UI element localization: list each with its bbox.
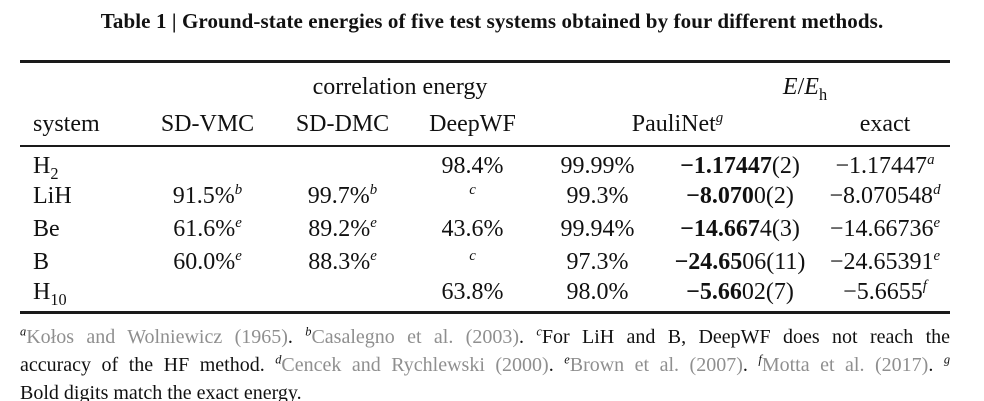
exact-cell: −8.070548d [829,182,941,209]
sd-dmc-cell [275,279,410,313]
table-footnotes: aKołos and Wolniewicz (1965). bCasalegno… [20,323,950,401]
table-caption: Table 1 | Ground-state energies of five … [0,0,984,34]
footnote-line: accuracy of the HF method. dCencek and R… [20,352,951,376]
footnote-marker-e: e [564,352,570,367]
footnote-marker-a: a [20,324,27,339]
table-row: LiH 91.5%b 99.7%b c 99.3% −8.0700(2) −8.… [20,180,950,213]
results-table: correlation energy E/Eh system SD-VMC SD… [20,60,951,314]
deepwf-cell: 63.8% [441,279,504,305]
system-cell: B [33,249,50,275]
system-cell: LiH [33,183,72,209]
table-row: Be 61.6%e 89.2%e 43.6% 99.94% −14.6674(3… [20,213,950,246]
deepwf-cell: 98.4% [441,153,504,179]
group-header-spacer [20,62,140,103]
citation-link[interactable]: Casalegno et al. (2003) [311,326,519,348]
column-header-row: system SD-VMC SD-DMC DeepWF PauliNetg ex… [20,102,950,146]
exact-cell: −5.6655f [843,278,927,305]
col-header-system: system [33,111,100,137]
group-header-e-over-eh: E/Eh [660,62,950,104]
sd-vmc-cell: 91.5%b [172,182,243,209]
col-header-sd-dmc: SD-DMC [295,111,390,137]
paulinet-pct-cell: 98.0% [566,279,629,305]
footnote-text: Bold digits match the exact energy. [20,382,302,401]
paulinet-energy-cell: −5.6602(7) [686,279,794,305]
system-cell: H10 [33,279,67,309]
system-cell: H2 [33,153,59,183]
footnote-text: For LiH and B, DeepWF does not reach the [541,326,951,348]
footnote-marker-g: g [943,352,951,367]
deepwf-cell: 43.6% [441,216,504,242]
table-row: H2 98.4% 99.99% −1.17447(2) −1.17447a [20,146,950,183]
paulinet-label: PauliNet [631,111,716,137]
exact-cell: −14.66736e [829,215,941,242]
group-header-correlation-energy: correlation energy [140,62,660,103]
sd-vmc-cell: 61.6%e [173,215,242,242]
sd-vmc-cell [140,279,275,313]
system-cell: Be [33,216,60,242]
footnote-text: accuracy of the HF method. [20,354,276,376]
sd-dmc-cell: 88.3%e [308,248,377,275]
sd-dmc-cell: 89.2%e [308,215,377,242]
sd-dmc-cell [275,146,410,180]
footnote-line: Bold digits match the exact energy. [20,379,950,401]
col-header-paulinet: PauliNetg [535,102,820,146]
deepwf-cell: c [469,248,476,264]
exact-cell: −24.65391e [829,248,941,275]
paulinet-pct-cell: 99.94% [560,216,635,242]
exact-cell: −1.17447a [835,152,935,179]
footnote-marker-b: b [305,324,312,339]
citation-link[interactable]: Motta et al. (2017) [761,354,929,376]
footnote-line: aKołos and Wolniewicz (1965). bCasalegno… [20,324,951,348]
e-symbol: E [804,74,819,100]
col-header-sd-vmc: SD-VMC [160,111,255,137]
col-header-deepwf: DeepWF [429,111,516,137]
citation-link[interactable]: Brown et al. (2007) [569,354,743,376]
footnote-marker-d: d [275,352,282,367]
hartree-subscript: h [818,84,828,104]
table-container: correlation energy E/Eh system SD-VMC SD… [20,60,951,314]
footnote-marker-c: c [536,324,542,339]
deepwf-cell: c [469,182,476,198]
paulinet-pct-cell: 99.99% [560,153,635,179]
paulinet-energy-cell: −1.17447(2) [680,153,800,179]
sd-vmc-cell [140,146,275,180]
paulinet-energy-cell: −14.6674(3) [680,216,800,242]
paulinet-pct-cell: 99.3% [566,183,629,209]
correlation-energy-label: correlation energy [312,74,488,100]
sd-dmc-cell: 99.7%b [307,182,378,209]
paulinet-energy-cell: −8.0700(2) [686,183,794,209]
table-caption-text: Table 1 | Ground-state energies of five … [100,9,884,33]
footnote-marker-f: f [758,352,762,367]
citation-link[interactable]: Kołos and Wolniewicz (1965) [26,326,288,348]
slash: / [797,74,805,100]
table-row: B 60.0%e 88.3%e c 97.3% −24.6506(11) −24… [20,246,950,279]
table-row: H10 63.8% 98.0% −5.6602(7) −5.6655f [20,279,950,313]
group-header-row: correlation energy E/Eh [20,62,950,104]
citation-link[interactable]: Cencek and Rychlewski (2000) [281,354,549,376]
col-header-exact: exact [859,111,911,137]
sd-vmc-cell: 60.0%e [173,248,242,275]
footnote-marker-g: g [715,110,724,126]
paulinet-energy-cell: −24.6506(11) [674,249,806,275]
paulinet-pct-cell: 97.3% [566,249,629,275]
e-symbol: E [782,74,798,100]
